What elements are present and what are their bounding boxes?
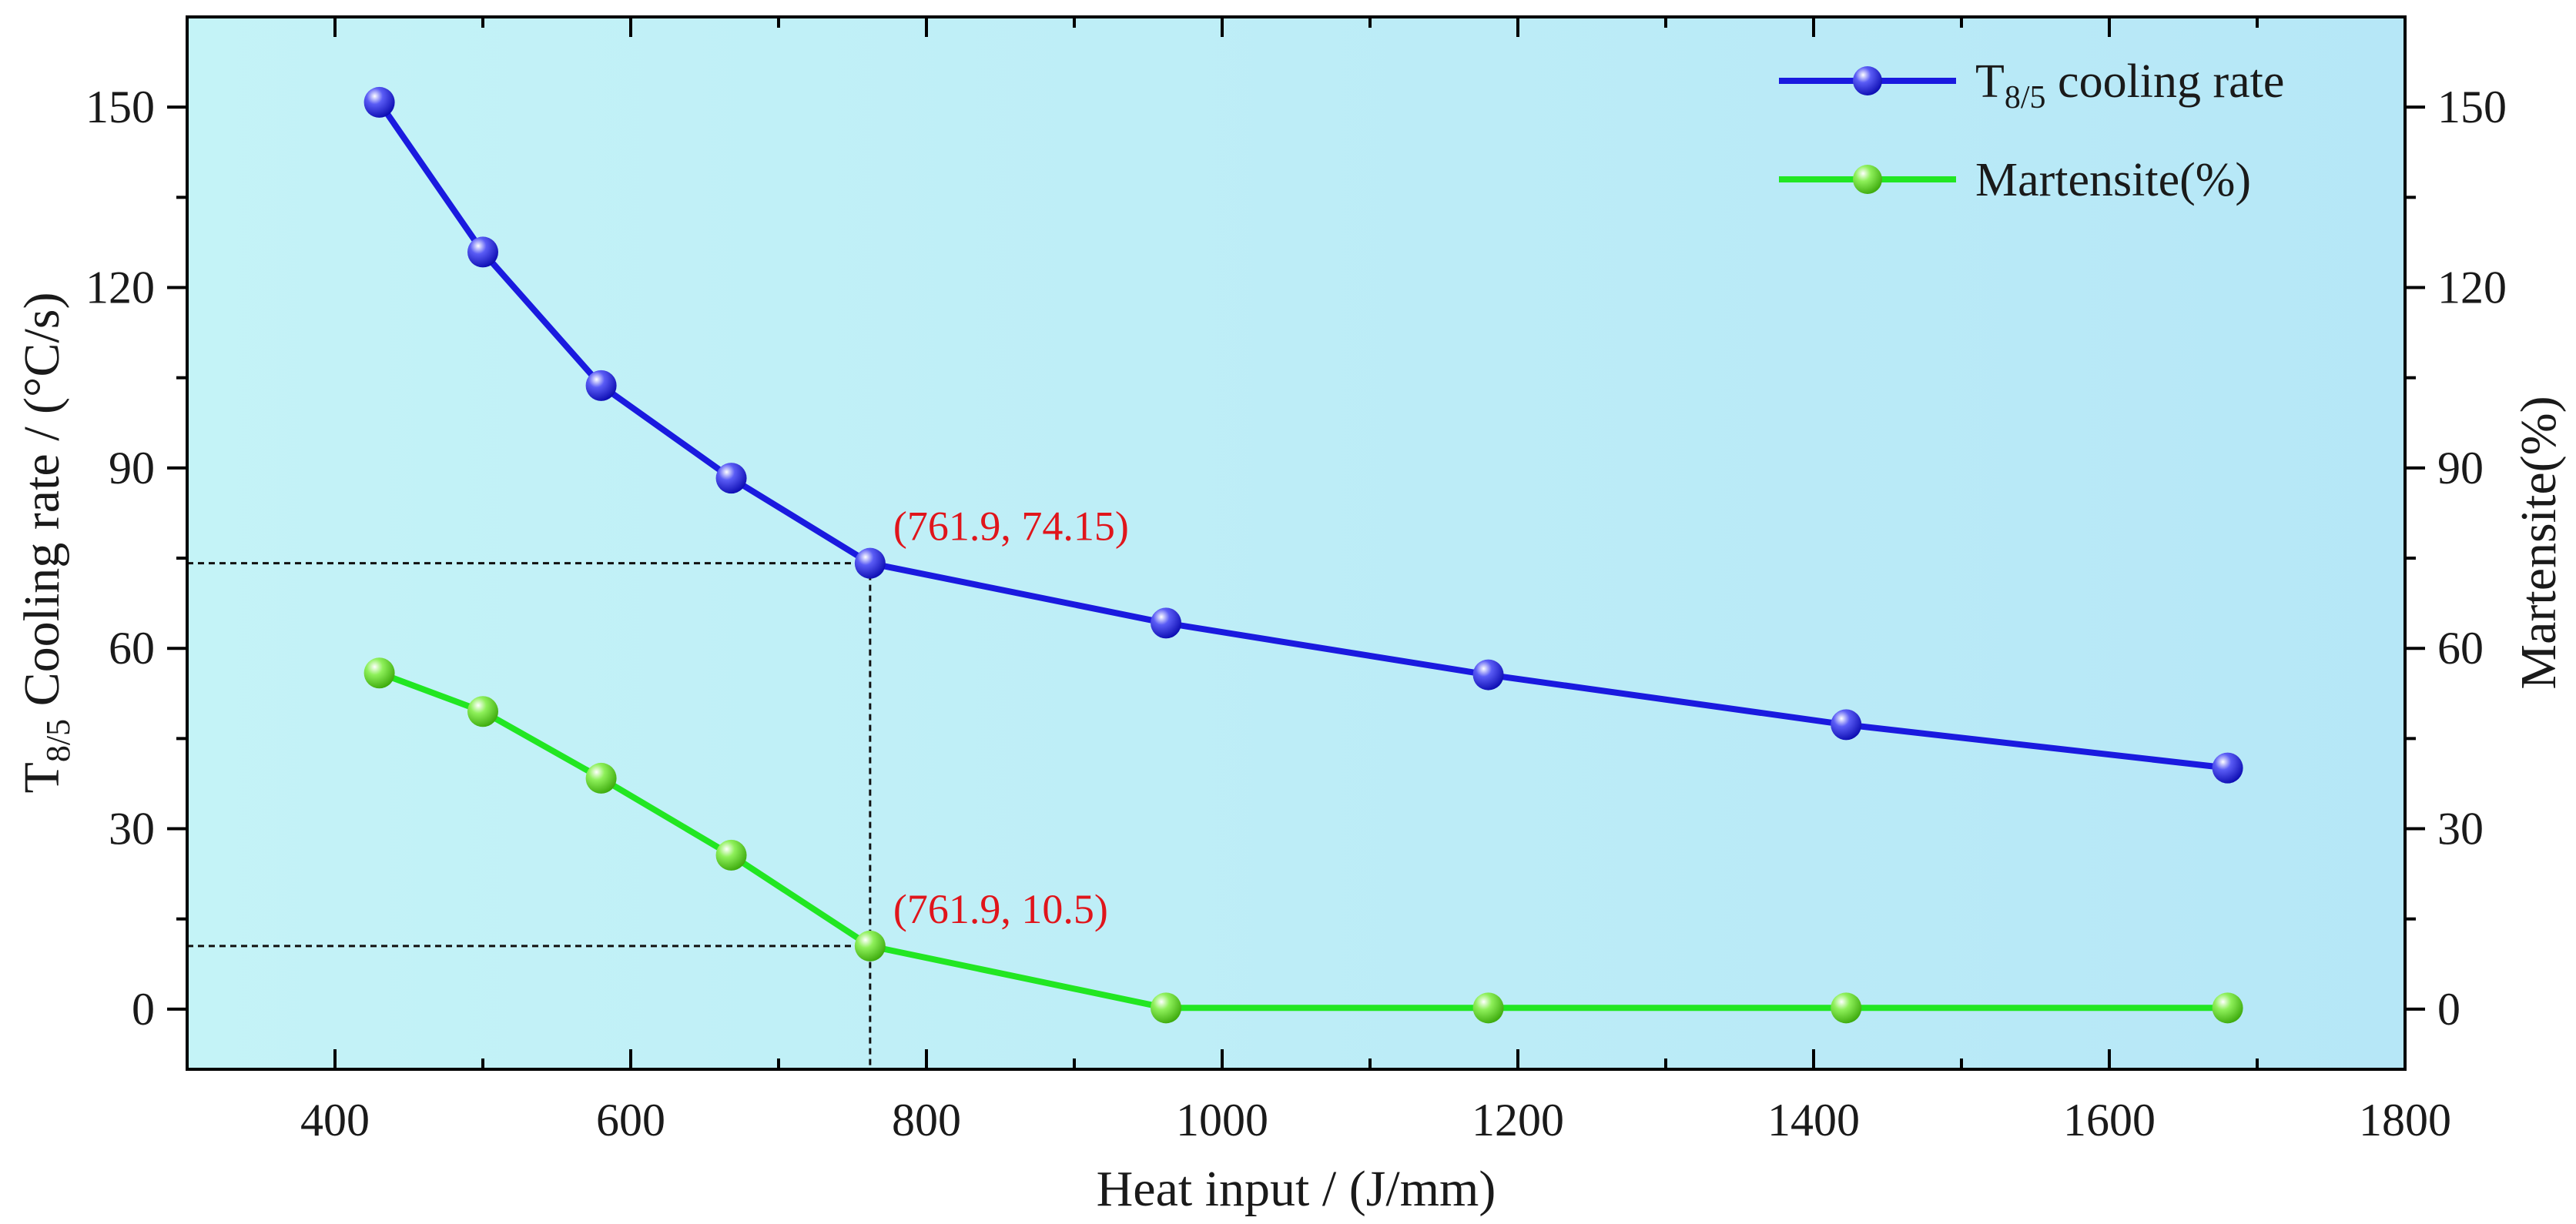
y-tick-label: 30 — [109, 804, 155, 854]
x-tick-label: 1200 — [1472, 1095, 1564, 1145]
y2-tick-label: 120 — [2437, 263, 2507, 313]
annotation-label: (761.9, 74.15) — [893, 503, 1129, 550]
y-axis-title-rest: Cooling rate / (°C/s) — [14, 293, 70, 719]
legend-marker-martensite — [1853, 165, 1882, 194]
plot-area — [187, 17, 2405, 1069]
plot-frame — [186, 15, 2407, 1071]
data-point-cooling-rate — [1151, 607, 1182, 639]
y2-axis-title: Martensite(%) — [2511, 396, 2567, 689]
data-point-cooling-rate — [1831, 709, 1862, 741]
legend-label-cooling-rate-main: T — [1975, 55, 2005, 108]
legend: T8/5 cooling rate Martensite(%) — [1779, 55, 2284, 206]
data-point-cooling-rate — [715, 463, 747, 494]
x-tick-label: 1800 — [2359, 1095, 2451, 1145]
y-tick-label: 60 — [109, 623, 155, 674]
data-point-martensite — [1151, 992, 1182, 1024]
y-tick-label: 150 — [85, 82, 155, 132]
data-point-martensite — [363, 657, 395, 689]
y2-tick-label: 150 — [2437, 82, 2507, 132]
data-point-martensite — [854, 930, 886, 961]
data-point-martensite — [467, 696, 498, 727]
reference-lines — [187, 562, 872, 1069]
legend-label-cooling-rate: T8/5 cooling rate — [1975, 55, 2284, 115]
data-point-cooling-rate — [854, 547, 886, 579]
data-point-cooling-rate — [1472, 659, 1504, 691]
data-point-martensite — [1472, 992, 1504, 1024]
y-tick-label: 0 — [132, 984, 155, 1035]
annotation-label: (761.9, 10.5) — [893, 886, 1108, 932]
data-point-cooling-rate — [363, 86, 395, 118]
legend-marker-cooling-rate — [1853, 66, 1882, 95]
x-tick-label: 1400 — [1767, 1095, 1860, 1145]
data-point-cooling-rate — [585, 370, 617, 401]
x-tick-label: 1600 — [2063, 1095, 2156, 1145]
y-tick-label: 90 — [109, 443, 155, 493]
data-point-martensite — [1831, 992, 1862, 1024]
legend-label-cooling-rate-rest: cooling rate — [2046, 55, 2285, 108]
data-point-cooling-rate — [467, 236, 498, 268]
y2-tick-label: 90 — [2437, 443, 2484, 493]
x-tick-label: 600 — [596, 1095, 665, 1145]
y-tick-label: 120 — [85, 263, 155, 313]
x-tick-label: 400 — [300, 1095, 370, 1145]
annotations: (761.9, 74.15) (761.9, 10.5) — [893, 503, 1129, 932]
series-layer — [363, 86, 2243, 1024]
x-tick-label: 1000 — [1176, 1095, 1268, 1145]
data-point-martensite — [2212, 992, 2243, 1024]
y-axis-title: T8/5 Cooling rate / (°C/s) — [14, 293, 77, 794]
x-tick-label: 800 — [892, 1095, 961, 1145]
ticks-layer: 400 600 800 1000 1200 1400 1600 180003060901201… — [85, 17, 2507, 1145]
y2-tick-label: 0 — [2437, 984, 2460, 1035]
data-point-cooling-rate — [2212, 752, 2243, 784]
y2-tick-label: 30 — [2437, 804, 2484, 854]
x-axis-title: Heat input / (J/mm) — [1097, 1161, 1496, 1217]
y2-tick-label: 60 — [2437, 623, 2484, 674]
data-point-martensite — [715, 839, 747, 871]
y-axis-title-main: T — [14, 762, 70, 793]
legend-label-martensite: Martensite(%) — [1975, 154, 2251, 206]
legend-label-cooling-rate-sub: 8/5 — [2005, 80, 2046, 115]
data-point-martensite — [585, 762, 617, 794]
y-axis-title-sub: 8/5 — [39, 719, 77, 762]
